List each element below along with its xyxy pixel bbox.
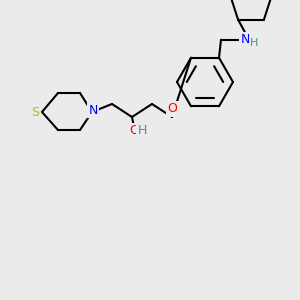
Text: H: H (137, 124, 147, 137)
Text: O: O (167, 103, 177, 116)
Text: H: H (250, 38, 258, 48)
Text: N: N (88, 103, 98, 116)
Text: O: O (129, 124, 139, 137)
Text: N: N (240, 33, 250, 46)
Text: S: S (31, 106, 39, 118)
